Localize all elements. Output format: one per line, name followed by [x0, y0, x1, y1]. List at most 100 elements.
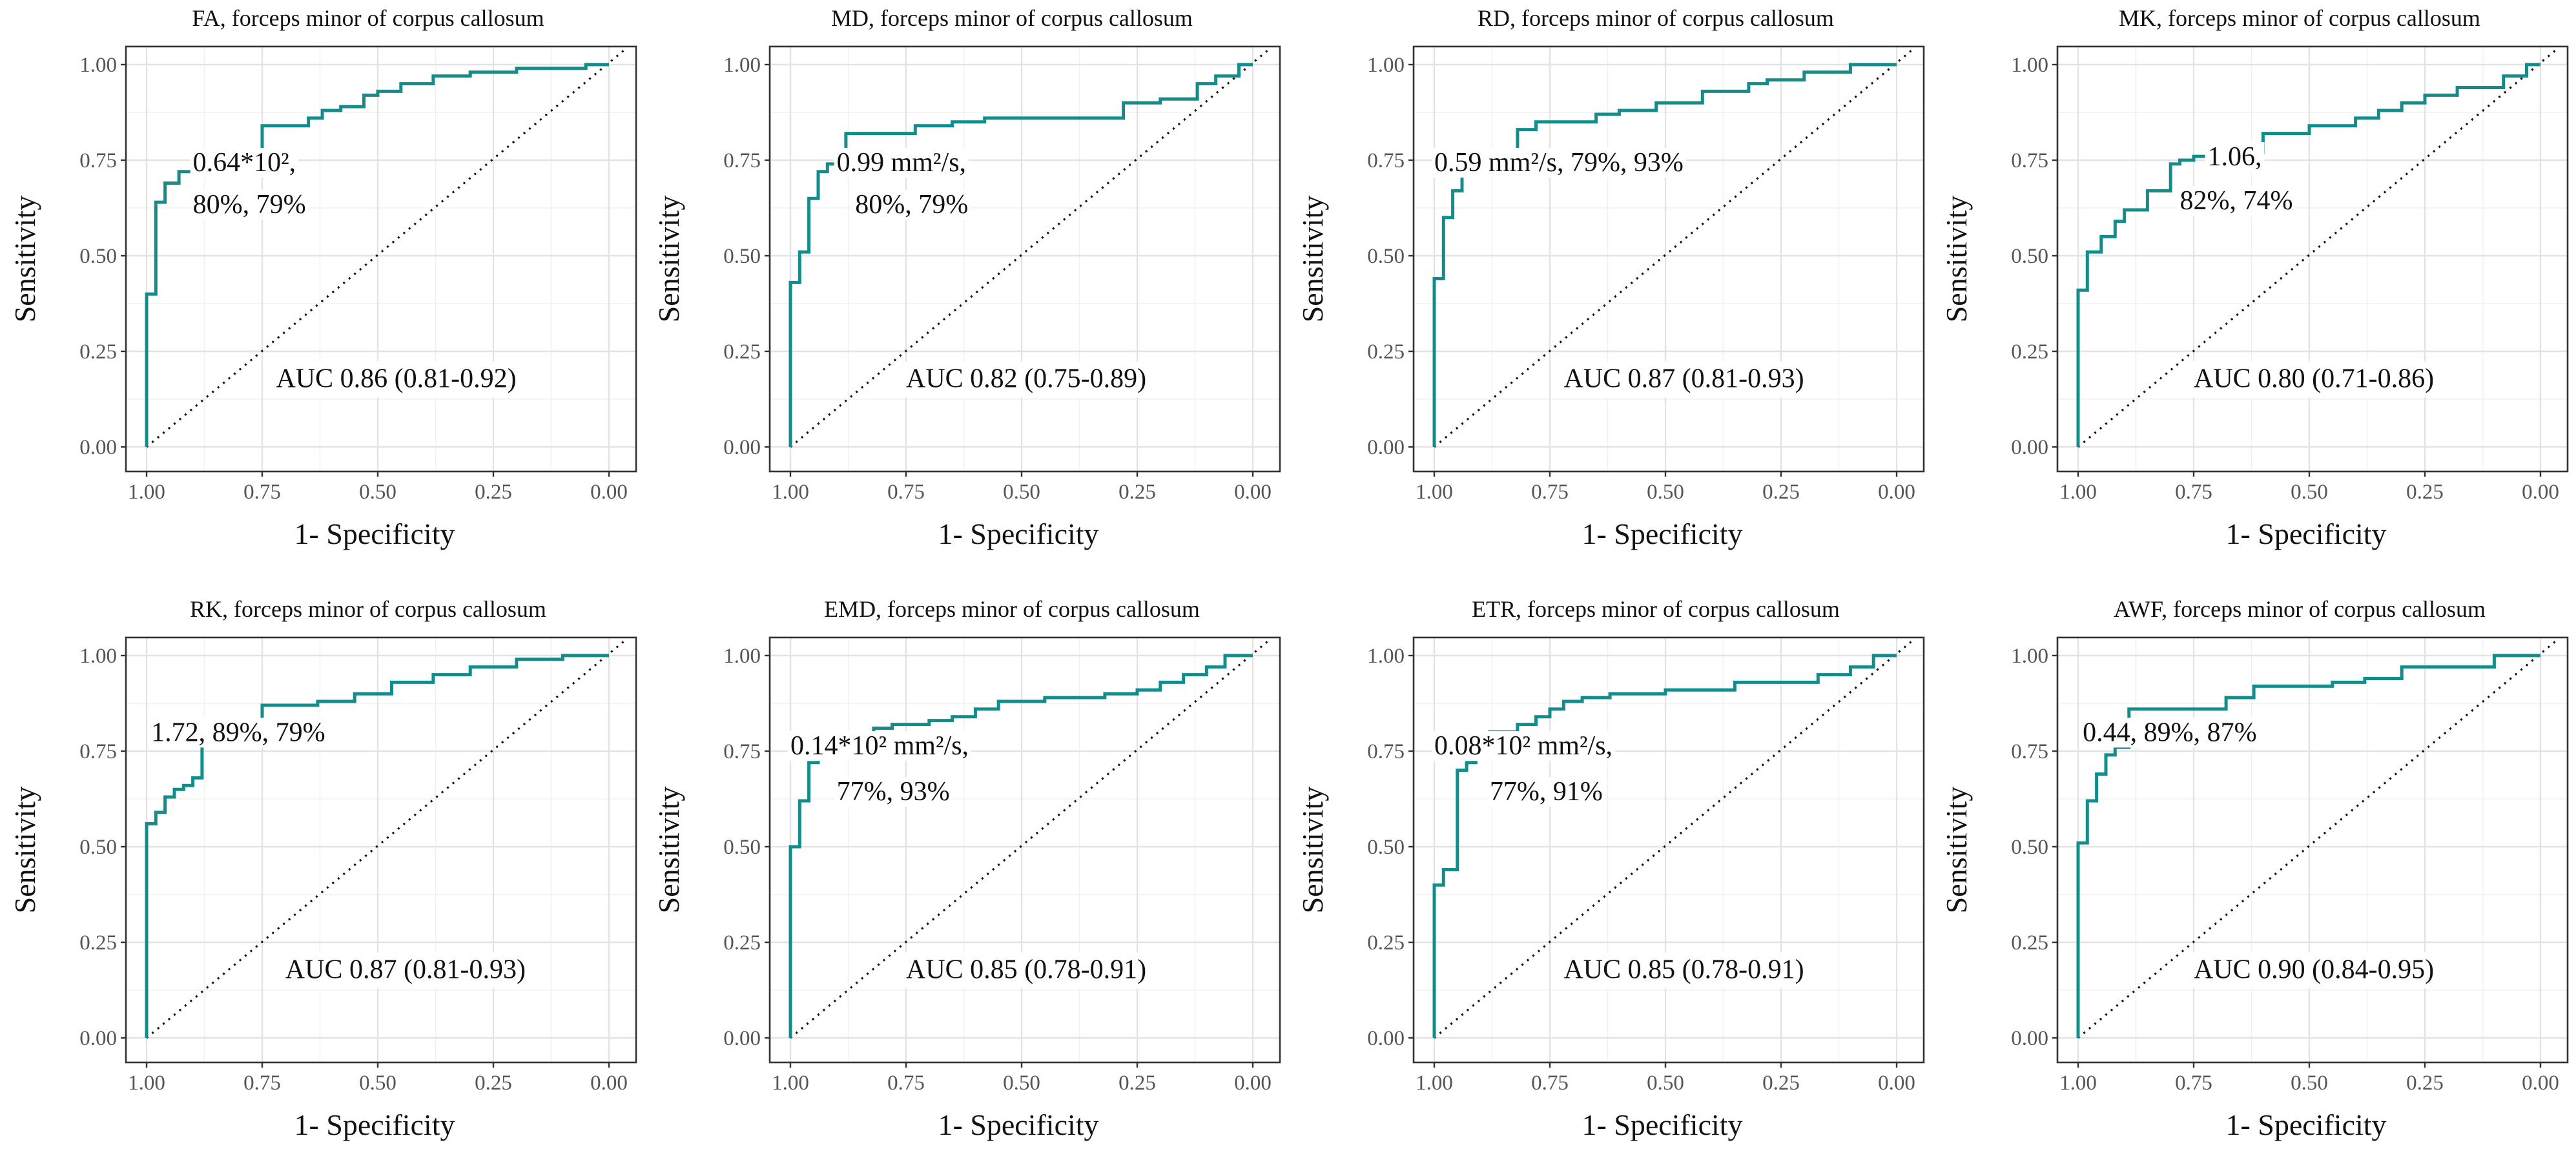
plot-frame	[768, 636, 1281, 1064]
auc-label: AUC 0.85 (0.78-0.91)	[1563, 955, 1804, 984]
cutoff-annotation: 80%, 79%	[193, 190, 306, 220]
y-tick-label: 1.00	[79, 54, 117, 77]
cutoff-annotation: 82%, 74%	[2180, 186, 2293, 216]
plot-frame	[768, 45, 1281, 473]
x-tick-label: 0.50	[359, 1071, 397, 1095]
roc-curve	[1432, 654, 1897, 1038]
x-tick-label: 0.50	[1647, 1071, 1684, 1095]
y-tick-label: 0.25	[723, 931, 761, 955]
y-tick-label: 0.00	[1367, 436, 1405, 459]
cutoff-annotation: 0.64*10²,	[193, 148, 296, 178]
y-tick-label: 0.25	[723, 340, 761, 364]
x-axis-label: 1- Specificity	[294, 1108, 455, 1141]
auc-label: AUC 0.90 (0.84-0.95)	[2194, 955, 2434, 984]
plot-frame	[125, 45, 637, 473]
annotation-bg	[834, 147, 969, 178]
auc-label-bg	[1556, 952, 1812, 989]
auc-label-bg	[898, 952, 1155, 989]
x-tick-label: 0.75	[1531, 1071, 1569, 1095]
x-tick-label: 0.00	[2522, 481, 2559, 504]
x-tick-label: 0.25	[475, 1071, 512, 1095]
reference-diagonal	[789, 47, 1272, 448]
x-tick-label: 0.75	[887, 1071, 925, 1095]
x-tick-label: 0.50	[359, 481, 397, 504]
reference-diagonal	[1433, 47, 1916, 448]
x-tick-label: 0.75	[887, 481, 925, 504]
cutoff-annotation: 77%, 93%	[837, 777, 950, 807]
grid-lines	[1414, 47, 1924, 471]
y-axis-label: Sensitivity	[652, 196, 685, 323]
y-tick-label: 0.25	[2011, 340, 2048, 364]
x-tick-label: 0.75	[243, 481, 281, 504]
x-axis-label: 1- Specificity	[938, 517, 1098, 550]
y-tick-label: 0.00	[2011, 436, 2048, 459]
reference-diagonal	[145, 47, 628, 448]
x-tick-label: 0.00	[1234, 481, 1272, 504]
panel-title: FA, forceps minor of corpus callosum	[192, 5, 544, 31]
x-tick-label: 1.00	[772, 1071, 809, 1095]
roc-curve	[2076, 654, 2540, 1038]
auc-label: AUC 0.85 (0.78-0.91)	[906, 955, 1146, 984]
auc-label-bg	[2186, 952, 2442, 989]
annotation-bg	[1432, 147, 1686, 178]
y-axis-label: Sensitivity	[8, 196, 41, 323]
y-tick-label: 0.50	[723, 836, 761, 859]
cutoff-annotation: 0.14*10² mm²/s,	[790, 731, 969, 761]
roc-panel-4: MK, forceps minor of corpus callosum 0.00…	[1940, 5, 2569, 550]
annotation-bg	[2205, 142, 2265, 172]
plot-frame	[2056, 45, 2569, 473]
auc-label-bg	[1556, 361, 1812, 398]
x-tick-label: 0.50	[1003, 481, 1040, 504]
x-tick-label: 0.50	[1647, 481, 1684, 504]
y-tick-label: 0.75	[723, 740, 761, 763]
x-tick-label: 0.00	[1234, 1071, 1272, 1095]
x-tick-label: 1.00	[1416, 481, 1453, 504]
panel-title: EMD, forceps minor of corpus callosum	[824, 596, 1200, 622]
x-tick-label: 0.00	[590, 1071, 628, 1095]
annotation-bg	[2177, 186, 2296, 216]
x-axis-label: 1- Specificity	[2225, 517, 2386, 550]
y-axis-label: Sensitivity	[1940, 196, 1973, 323]
x-tick-label: 0.50	[2291, 1071, 2328, 1095]
panel-title: MD, forceps minor of corpus callosum	[831, 5, 1193, 31]
reference-diagonal	[1433, 637, 1916, 1039]
roc-panel-2: MD, forceps minor of corpus callosum 0.00…	[652, 5, 1281, 550]
x-tick-label: 0.75	[2175, 481, 2212, 504]
x-tick-label: 0.25	[1118, 1071, 1156, 1095]
grid-lines	[2057, 47, 2568, 471]
auc-label: AUC 0.87 (0.81-0.93)	[1563, 364, 1804, 393]
y-tick-label: 0.75	[2011, 740, 2048, 763]
auc-label: AUC 0.82 (0.75-0.89)	[906, 364, 1146, 393]
y-tick-label: 0.50	[1367, 245, 1405, 268]
auc-label: AUC 0.87 (0.81-0.93)	[285, 955, 526, 984]
auc-label: AUC 0.86 (0.81-0.92)	[276, 364, 516, 393]
cutoff-annotation: 1.06,	[2207, 142, 2262, 172]
x-tick-label: 0.25	[1762, 481, 1800, 504]
roc-curve	[788, 63, 1253, 447]
x-axis-label: 1- Specificity	[2225, 1108, 2386, 1141]
plot-frame	[1412, 636, 1925, 1064]
reference-diagonal	[2077, 637, 2560, 1039]
x-axis-label: 1- Specificity	[294, 517, 455, 550]
panel-title: ETR, forceps minor of corpus callosum	[1472, 596, 1840, 622]
y-axis-label: Sensitivity	[1296, 787, 1329, 914]
x-tick-label: 1.00	[2059, 481, 2097, 504]
reference-diagonal	[145, 637, 628, 1039]
cutoff-annotation: 80%, 79%	[855, 190, 968, 220]
y-tick-label: 0.50	[79, 836, 117, 859]
y-axis-label: Sensitivity	[652, 787, 685, 914]
roc-curve	[145, 63, 609, 447]
y-tick-label: 0.50	[2011, 245, 2048, 268]
y-tick-label: 0.00	[2011, 1027, 2048, 1050]
annotation-bg	[1487, 777, 1605, 807]
reference-diagonal	[789, 637, 1272, 1039]
y-tick-label: 1.00	[2011, 645, 2048, 668]
panel-title: RK, forceps minor of corpus callosum	[190, 596, 546, 622]
auc-label: AUC 0.80 (0.71-0.86)	[2194, 364, 2434, 393]
y-axis-label: Sensitivity	[8, 787, 41, 914]
roc-curve	[1432, 63, 1897, 447]
y-tick-label: 0.00	[723, 436, 761, 459]
y-tick-label: 0.00	[79, 1027, 117, 1050]
x-tick-label: 0.75	[1531, 481, 1569, 504]
